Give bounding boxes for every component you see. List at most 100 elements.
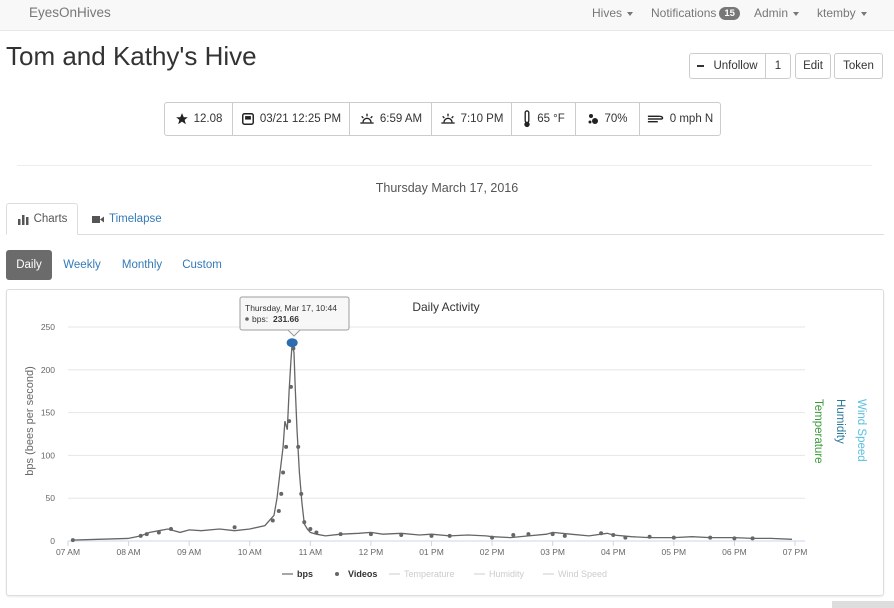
- daily-activity-chart: Daily Activity bps (bees per second) 0 50…: [24, 296, 867, 579]
- notifications-link[interactable]: Notifications 15: [651, 6, 740, 20]
- user-menu[interactable]: ktemby: [817, 6, 867, 20]
- y-tick-label: 150: [41, 408, 55, 418]
- video-point: [429, 533, 434, 538]
- x-tick-label: 07 AM: [56, 547, 80, 557]
- video-point: [314, 530, 319, 535]
- notifications-label: Notifications: [651, 6, 717, 20]
- video-point: [138, 533, 143, 538]
- tab-charts-label: Charts: [33, 213, 68, 225]
- x-tick-label: 12 PM: [359, 547, 384, 557]
- chart-panel: Daily Activity bps (bees per second) 0 50…: [6, 289, 884, 596]
- tooltip-pointer: [287, 329, 301, 337]
- stat-last-upload: 03/21 12:25 PM: [233, 103, 350, 135]
- divider: [17, 165, 872, 166]
- peak-marker: [286, 338, 298, 348]
- video-point: [368, 532, 373, 537]
- video-point: [490, 535, 495, 540]
- hives-menu[interactable]: Hives: [592, 6, 634, 20]
- video-point: [302, 520, 307, 525]
- follow-count: 1: [765, 53, 791, 79]
- video-point: [671, 535, 676, 540]
- bps-series-line: [70, 342, 793, 541]
- token-button[interactable]: Token: [834, 53, 883, 79]
- video-point: [447, 533, 452, 538]
- video-point: [288, 384, 293, 389]
- minus-icon: [697, 65, 705, 67]
- wind-icon: [647, 115, 663, 123]
- tabs-underline: [6, 234, 884, 235]
- x-tick-label: 06 PM: [722, 547, 747, 557]
- page-title: Tom and Kathy's Hive: [6, 41, 257, 71]
- video-point: [647, 534, 652, 539]
- y-tick-label: 50: [46, 493, 56, 503]
- video-point: [287, 419, 292, 424]
- range-custom[interactable]: Custom: [182, 259, 222, 271]
- x-tick-label: 01 PM: [419, 547, 444, 557]
- video-camera-icon: [92, 215, 104, 223]
- legend-label: Videos: [348, 569, 377, 579]
- video-point: [308, 527, 313, 532]
- x-tick-label: 03 PM: [540, 547, 565, 557]
- video-point: [732, 536, 737, 541]
- y-tick-label: 250: [41, 322, 55, 332]
- range-weekly[interactable]: Weekly: [63, 259, 101, 271]
- tooltip-title: Thursday, Mar 17, 10:44: [245, 303, 337, 313]
- stat-sunset-value: 7:10 PM: [460, 113, 504, 125]
- video-point: [338, 532, 343, 537]
- x-tick-label: 02 PM: [480, 547, 505, 557]
- video-point: [599, 531, 604, 536]
- stat-wind-value: 0 mph N: [669, 113, 714, 125]
- x-tick-label: 10 AM: [238, 547, 262, 557]
- y-tick-label: 200: [41, 365, 55, 375]
- thermometer-icon: [524, 110, 530, 128]
- x-tick-label: 05 PM: [662, 547, 687, 557]
- chart-title: Daily Activity: [412, 300, 479, 314]
- stat-sunset: 7:10 PM: [432, 103, 512, 135]
- video-point: [284, 444, 289, 449]
- hives-menu-label: Hives: [592, 6, 623, 20]
- date-heading: Thursday March 17, 2016: [375, 181, 519, 195]
- caret-down-icon: [860, 11, 867, 16]
- video-point: [562, 533, 567, 538]
- video-point: [526, 532, 531, 537]
- stat-last-upload-value: 03/21 12:25 PM: [259, 113, 342, 125]
- video-point: [399, 533, 404, 538]
- video-point: [750, 536, 755, 541]
- edit-button[interactable]: Edit: [795, 53, 831, 79]
- x-tick-label: 07 PM: [783, 547, 808, 557]
- right-axis-title: Wind Speed: [855, 399, 867, 462]
- legend-label: Temperature: [404, 569, 455, 579]
- stat-rating: 12.08: [165, 103, 233, 135]
- user-menu-label: ktemby: [817, 6, 856, 20]
- y-tick-label: 0: [50, 536, 55, 546]
- scroll-indicator: [832, 601, 894, 608]
- y-tick-label: 100: [41, 450, 55, 460]
- video-point: [156, 530, 161, 535]
- tooltip-series-dot: [245, 317, 249, 321]
- notifications-badge: 15: [719, 7, 740, 20]
- legend-label: Wind Speed: [558, 569, 607, 579]
- brand-link[interactable]: EyesOnHives: [29, 5, 111, 20]
- tab-charts[interactable]: Charts: [6, 203, 78, 235]
- tab-timelapse[interactable]: Timelapse: [92, 203, 162, 235]
- legend-marker: [335, 572, 339, 576]
- caret-down-icon: [627, 11, 634, 16]
- tab-timelapse-label: Timelapse: [109, 213, 162, 225]
- navbar: EyesOnHives Hives Notifications 15 Admin …: [0, 0, 894, 31]
- legend-label: Humidity: [489, 569, 525, 579]
- range-monthly[interactable]: Monthly: [121, 259, 163, 271]
- right-axis-title: Humidity: [834, 399, 846, 444]
- video-point: [708, 535, 713, 540]
- admin-menu-label: Admin: [754, 6, 789, 20]
- unfollow-label: Unfollow: [713, 60, 758, 72]
- droplets-icon: [588, 114, 599, 124]
- sunrise-icon: [360, 113, 374, 124]
- hive-stats-bar: 12.08 03/21 12:25 PM 6:59 AM 7:10 PM 65 …: [164, 102, 721, 136]
- stat-humidity: 70%: [576, 103, 640, 135]
- unfollow-button[interactable]: Unfollow: [689, 53, 766, 79]
- caret-down-icon: [793, 11, 800, 16]
- camera-icon: [241, 113, 254, 125]
- range-daily[interactable]: Daily: [6, 250, 52, 280]
- admin-menu[interactable]: Admin: [754, 6, 800, 20]
- x-tick-label: 09 AM: [177, 547, 201, 557]
